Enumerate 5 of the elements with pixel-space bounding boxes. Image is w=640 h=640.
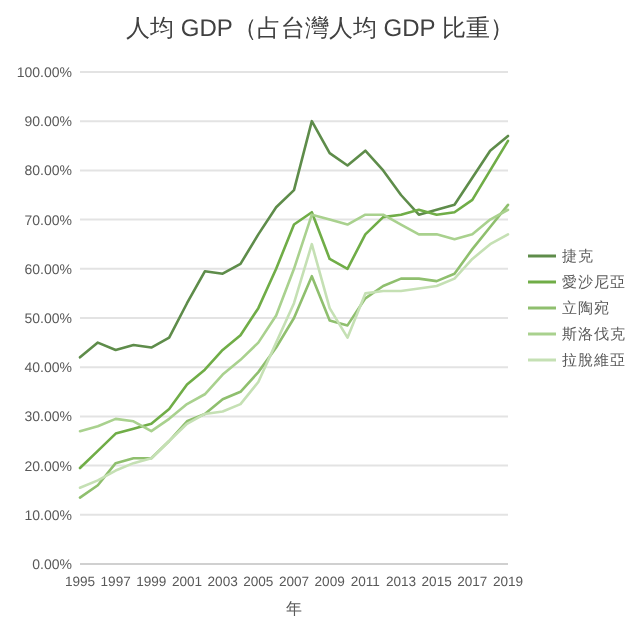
line-series xyxy=(78,208,510,433)
line-series xyxy=(78,139,510,470)
line-series xyxy=(78,119,510,359)
chart-title: 人均 GDP（占台灣人均 GDP 比重） xyxy=(126,14,514,42)
x-axis-title: 年 xyxy=(286,600,302,618)
